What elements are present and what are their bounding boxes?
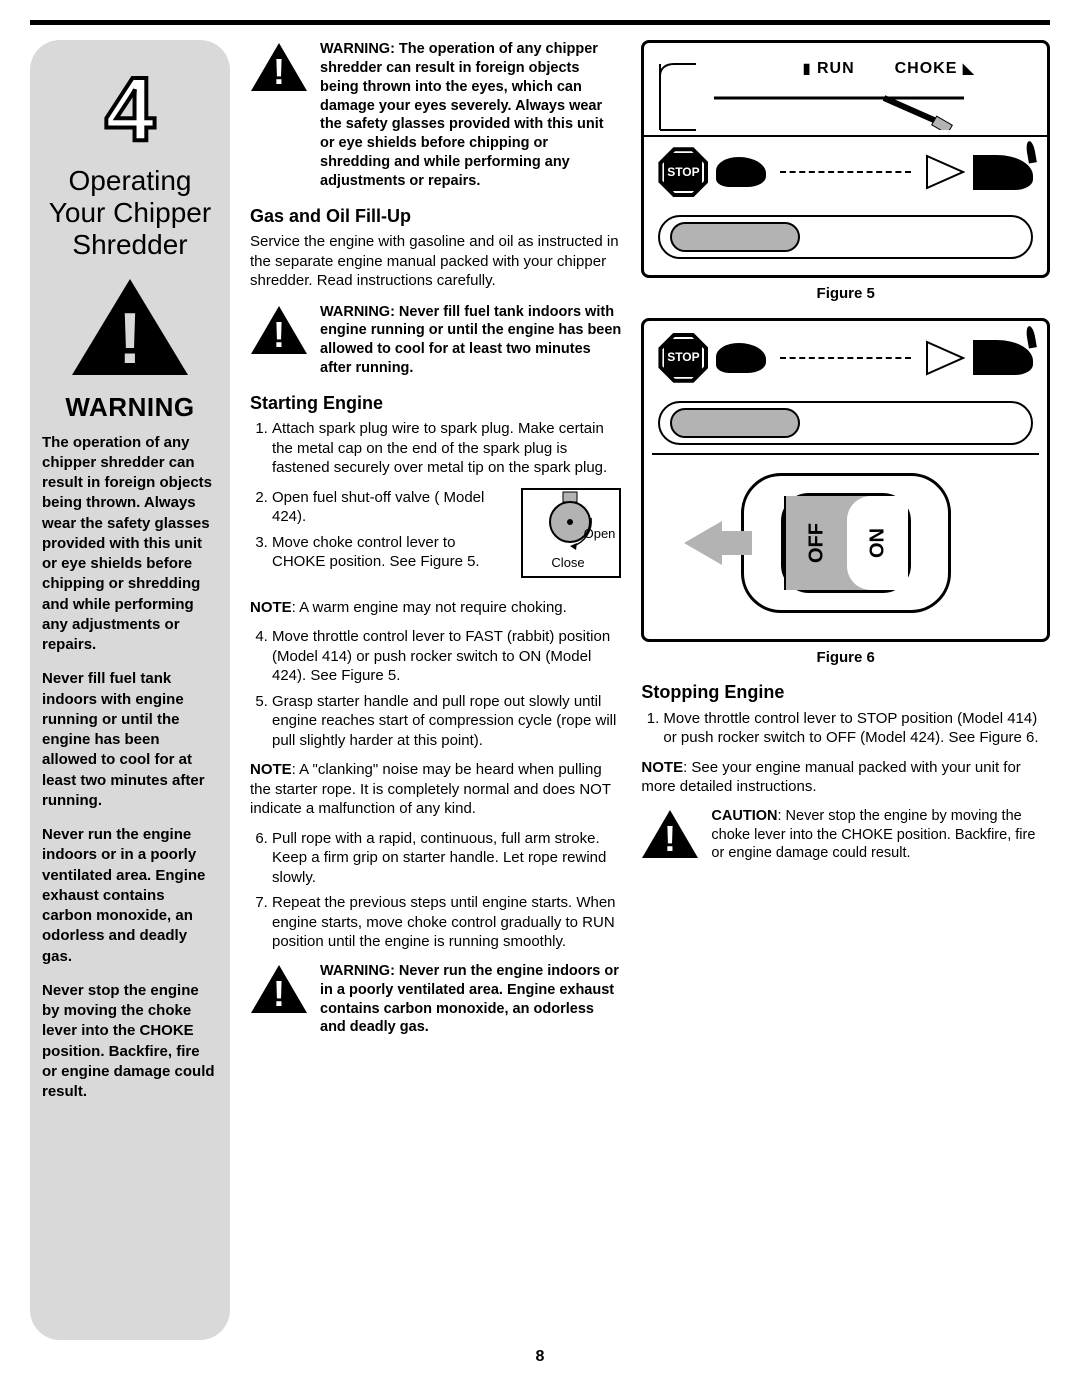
starting-steps-4-5: Move throttle control lever to FAST (rab… (250, 627, 621, 750)
housing-outline (658, 62, 698, 132)
rocker-off: OFF (784, 496, 847, 590)
sidebar-para-4: Never stop the engine by moving the chok… (42, 981, 218, 1103)
step-2: Open fuel shut-off valve ( Model 424). (272, 488, 511, 527)
figure-6-caption: Figure 6 (641, 648, 1050, 668)
warning-triangle-icon: ! (250, 964, 308, 1020)
note-choking: NOTE: A warm engine may not require chok… (250, 598, 621, 618)
warning-fuel-text: WARNING: Never fill fuel tank indoors wi… (320, 303, 621, 378)
rocker-switch: OFF ON (741, 473, 951, 613)
stop-sign-icon: STOP (658, 333, 708, 383)
choke-label: CHOKE ◣ (895, 59, 975, 80)
section-number: 4 (42, 65, 218, 155)
sidebar-para-3: Never run the engine indoors or in a poo… (42, 825, 218, 967)
warning-fuel: ! WARNING: Never fill fuel tank indoors … (250, 303, 621, 378)
throttle-slot (658, 401, 1033, 445)
warning-heading: WARNING (42, 392, 218, 423)
figure-6: STOP OFF ON (641, 318, 1050, 642)
note-clanking-text: : A "clanking" noise may be heard when p… (250, 761, 611, 817)
throttle-handle (670, 408, 800, 438)
warning-eyes: ! WARNING: The operation of any chipper … (250, 40, 621, 191)
turtle-icon (716, 343, 766, 373)
speed-dashes (780, 357, 911, 359)
step-4: Move throttle control lever to FAST (rab… (272, 627, 621, 686)
page-number: 8 (30, 1348, 1050, 1366)
warning-sidebar: 4 Operating Your Chipper Shredder ! WARN… (30, 40, 230, 1340)
svg-text:!: ! (664, 818, 676, 859)
warning-indoors: ! WARNING: Never run the engine indoors … (250, 962, 621, 1037)
caution-choke: ! CAUTION: Never stop the engine by movi… (641, 807, 1050, 865)
step-7: Repeat the previous steps until engine s… (272, 893, 621, 952)
stopping-step-1: Move throttle control lever to STOP posi… (663, 709, 1050, 748)
note-label: NOTE (250, 761, 292, 778)
note-label: NOTE (250, 599, 292, 616)
run-label: ▮ RUN (803, 59, 855, 80)
main-content: ! WARNING: The operation of any chipper … (250, 40, 1050, 1340)
rabbit-icon (973, 155, 1033, 190)
valve-diagram: Open Close (521, 488, 621, 578)
svg-text:!: ! (273, 51, 285, 92)
note-label: NOTE (641, 759, 683, 776)
svg-text:!: ! (273, 973, 285, 1014)
figure-5-caption: Figure 5 (641, 284, 1050, 304)
sidebar-para-1: The operation of any chipper shredder ca… (42, 433, 218, 656)
figure-5: ▮ RUN CHOKE ◣ STOP (641, 40, 1050, 278)
rocker-on: ON (847, 496, 908, 590)
column-right: ▮ RUN CHOKE ◣ STOP (641, 40, 1050, 1340)
throttle-slot (658, 215, 1033, 259)
warning-triangle-icon: ! (250, 305, 308, 361)
stopping-heading: Stopping Engine (641, 681, 1050, 704)
rabbit-icon (973, 340, 1033, 375)
valve-open-label: Open (584, 526, 616, 543)
throttle-handle (670, 222, 800, 252)
stopping-note-text: : See your engine manual packed with you… (641, 759, 1020, 796)
warning-triangle-icon: ! (42, 277, 218, 382)
triangle-right-icon (925, 154, 965, 190)
caution-text: CAUTION: Never stop the engine by moving… (711, 807, 1050, 864)
triangle-right-icon (925, 340, 965, 376)
step-3: Move choke control lever to CHOKE positi… (272, 533, 511, 572)
stopping-note: NOTE: See your engine manual packed with… (641, 758, 1050, 797)
gas-oil-heading: Gas and Oil Fill-Up (250, 205, 621, 228)
starting-steps-6-7: Pull rope with a rapid, continuous, full… (250, 829, 621, 952)
warning-indoors-text: WARNING: Never run the engine indoors or… (320, 962, 621, 1037)
stopping-steps: Move throttle control lever to STOP posi… (641, 709, 1050, 748)
svg-text:!: ! (273, 314, 285, 355)
warning-eyes-text: WARNING: The operation of any chipper sh… (320, 40, 621, 191)
choke-lever-illustration (704, 80, 1033, 130)
warning-triangle-icon: ! (641, 809, 699, 865)
speed-dashes (780, 171, 911, 173)
svg-text:!: ! (118, 299, 142, 377)
step-5: Grasp starter handle and pull rope out s… (272, 692, 621, 751)
warning-triangle-icon: ! (250, 42, 308, 98)
step-6: Pull rope with a rapid, continuous, full… (272, 829, 621, 888)
note-clanking: NOTE: A "clanking" noise may be heard wh… (250, 760, 621, 819)
stop-label: STOP (667, 165, 699, 181)
turtle-icon (716, 157, 766, 187)
stop-sign-icon: STOP (658, 147, 708, 197)
sidebar-para-2: Never fill fuel tank indoors with engine… (42, 669, 218, 811)
column-left: ! WARNING: The operation of any chipper … (250, 40, 621, 1340)
caution-label: CAUTION (711, 808, 777, 824)
arrow-left-icon (684, 521, 722, 565)
sidebar-warning-text: The operation of any chipper shredder ca… (42, 433, 218, 1103)
valve-close-label: Close (551, 555, 584, 572)
starting-steps-2-3: Open fuel shut-off valve ( Model 424). M… (250, 488, 511, 578)
step-1: Attach spark plug wire to spark plug. Ma… (272, 419, 621, 478)
section-title: Operating Your Chipper Shredder (42, 165, 218, 262)
starting-heading: Starting Engine (250, 392, 621, 415)
note-choking-text: : A warm engine may not require choking. (292, 599, 567, 616)
gas-oil-body: Service the engine with gasoline and oil… (250, 232, 621, 291)
stop-label: STOP (667, 350, 699, 366)
starting-steps-1: Attach spark plug wire to spark plug. Ma… (250, 419, 621, 478)
